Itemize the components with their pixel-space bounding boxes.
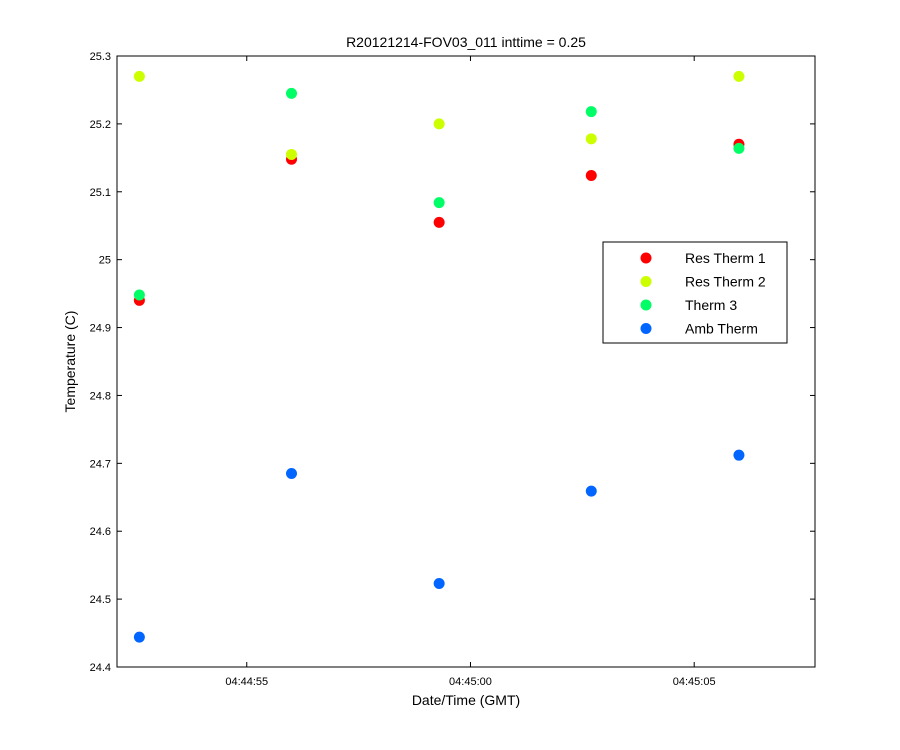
point-res-therm-2-3 bbox=[433, 118, 445, 130]
point-therm-3-3 bbox=[433, 197, 445, 209]
y-tick-label: 25.2 bbox=[90, 119, 111, 131]
y-tick-label: 24.7 bbox=[90, 458, 111, 470]
y-tick-label: 25 bbox=[99, 255, 111, 267]
point-amb-therm-1 bbox=[133, 631, 145, 643]
chart-title: R20121214-FOV03_011 inttime = 0.25 bbox=[346, 34, 586, 50]
point-therm-3-5 bbox=[733, 142, 745, 154]
x-tick-label: 04:44:55 bbox=[225, 676, 268, 688]
point-res-therm-2-2 bbox=[286, 148, 297, 160]
legend-marker bbox=[640, 252, 652, 264]
point-therm-3-2 bbox=[286, 87, 297, 99]
x-axis-label: Date/Time (GMT) bbox=[412, 692, 520, 708]
point-amb-therm-5 bbox=[733, 449, 745, 461]
point-amb-therm-2 bbox=[286, 468, 297, 480]
y-tick-label: 24.6 bbox=[90, 526, 111, 538]
legend: Res Therm 1 Res Therm 2 Therm 3 Amb Therm bbox=[602, 241, 788, 344]
legend-box bbox=[602, 241, 788, 344]
point-res-therm-1-4 bbox=[585, 169, 597, 181]
x-tick-label: 04:45:00 bbox=[449, 676, 492, 688]
point-res-therm-2-1 bbox=[133, 70, 145, 82]
legend-label: Therm 3 bbox=[685, 297, 737, 313]
y-tick-label: 24.8 bbox=[90, 390, 111, 402]
data-points bbox=[133, 70, 745, 643]
x-axis-ticks: 04:44:55 04:45:00 04:45:05 bbox=[225, 56, 716, 688]
y-axis-ticks: 24.4 24.5 24.6 24.7 24.8 24.9 25 25.1 25.2 25.3 bbox=[90, 51, 815, 674]
y-tick-label: 24.9 bbox=[90, 323, 111, 335]
point-amb-therm-4 bbox=[585, 485, 597, 497]
plot-area bbox=[116, 55, 816, 668]
y-axis-label: Temperature (C) bbox=[62, 311, 78, 413]
y-tick-label: 25.3 bbox=[90, 51, 111, 63]
point-amb-therm-3 bbox=[433, 577, 445, 589]
legend-marker bbox=[640, 299, 652, 311]
point-res-therm-1-3 bbox=[433, 216, 445, 228]
y-tick-label: 25.1 bbox=[90, 187, 111, 199]
point-res-therm-2-4 bbox=[585, 133, 597, 145]
y-tick-label: 24.5 bbox=[90, 594, 111, 606]
x-tick-label: 04:45:05 bbox=[673, 676, 716, 688]
legend-label: Res Therm 2 bbox=[685, 274, 766, 290]
point-therm-3-1 bbox=[133, 289, 145, 301]
legend-marker bbox=[640, 276, 652, 287]
legend-label: Amb Therm bbox=[685, 321, 758, 337]
legend-label: Res Therm 1 bbox=[685, 250, 766, 266]
y-tick-label: 24.4 bbox=[90, 662, 111, 674]
legend-marker bbox=[640, 323, 652, 334]
point-res-therm-2-5 bbox=[733, 70, 745, 82]
point-therm-3-4 bbox=[585, 106, 597, 118]
